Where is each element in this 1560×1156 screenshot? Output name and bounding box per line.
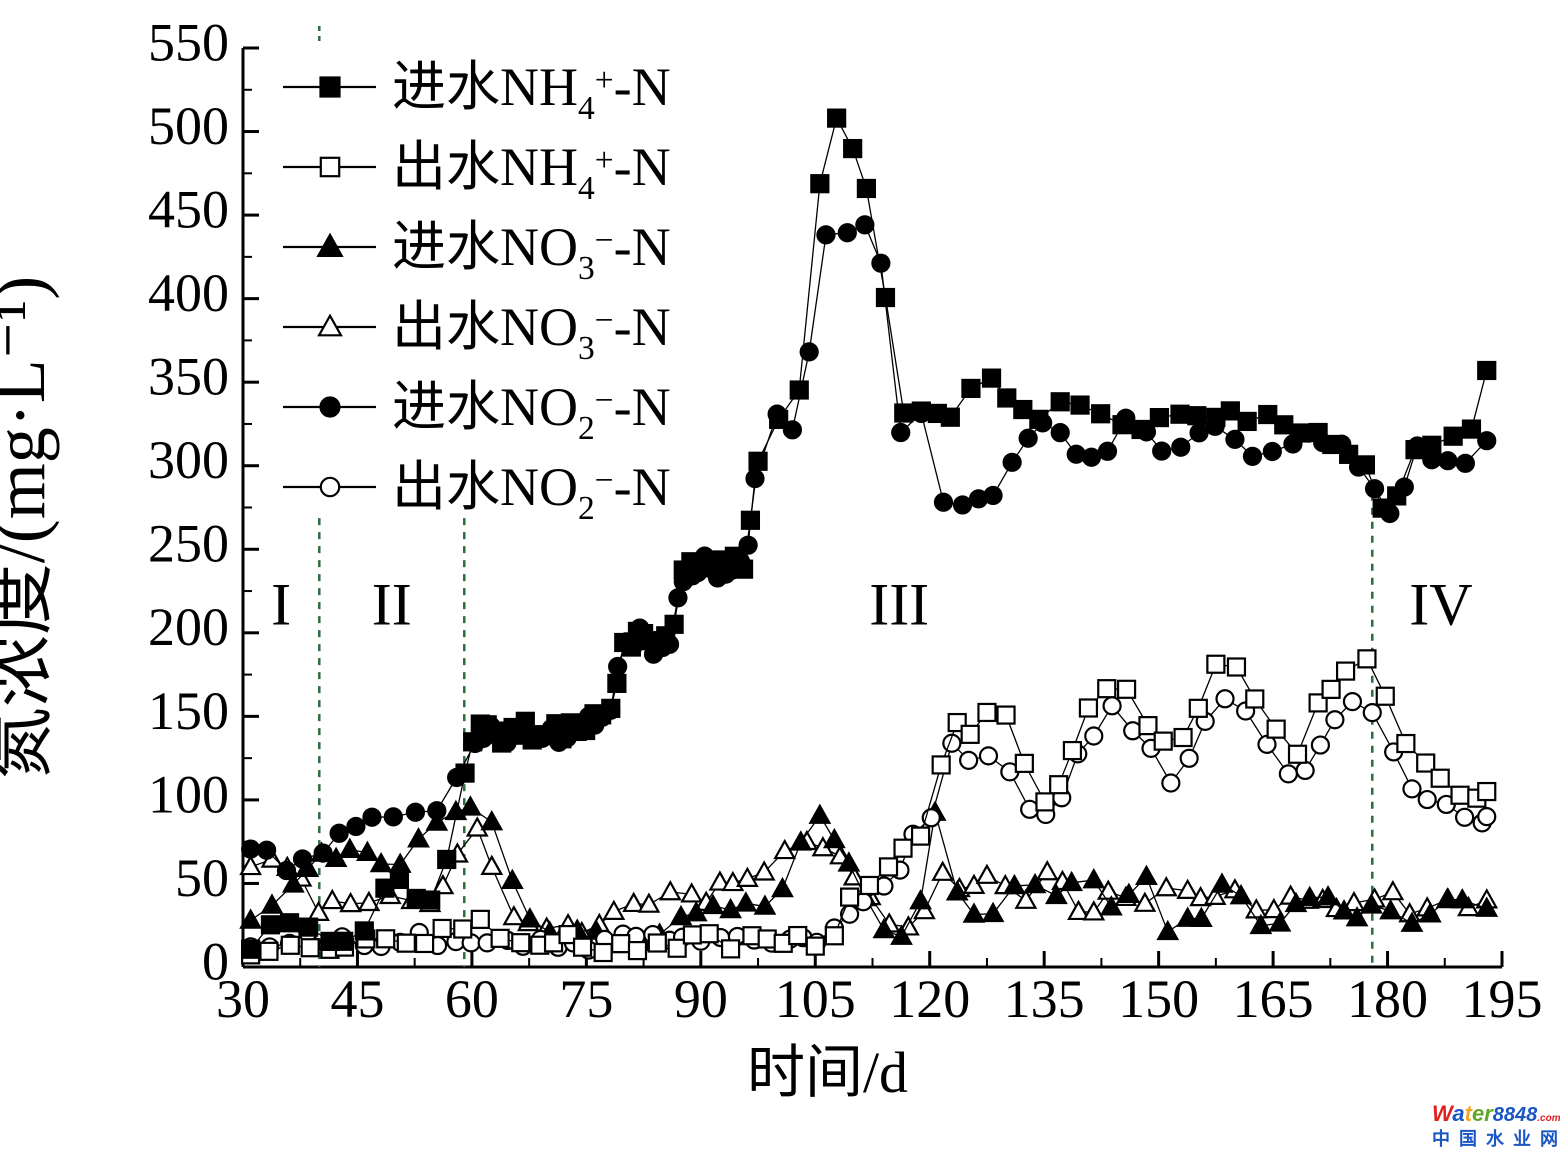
svg-text:时间/d: 时间/d: [747, 1040, 908, 1105]
svg-text:I: I: [271, 571, 291, 637]
svg-text:进水NO2−-N: 进水NO2−-N: [392, 377, 671, 447]
svg-text:氮浓度/(mg·L⁻¹): 氮浓度/(mg·L⁻¹): [0, 276, 60, 780]
svg-text:105: 105: [775, 969, 856, 1029]
svg-text:150: 150: [148, 681, 229, 741]
svg-text:200: 200: [148, 597, 229, 657]
svg-text:120: 120: [889, 969, 970, 1029]
svg-text:60: 60: [445, 969, 499, 1029]
svg-text:500: 500: [148, 96, 229, 156]
svg-text:195: 195: [1462, 969, 1543, 1029]
svg-text:II: II: [372, 571, 412, 637]
svg-text:出水NO3−-N: 出水NO3−-N: [392, 297, 671, 367]
svg-text:中 国 水 业 网: 中 国 水 业 网: [1432, 1128, 1560, 1149]
svg-text:400: 400: [148, 263, 229, 323]
svg-text:250: 250: [148, 514, 229, 574]
svg-text:进水NH4+-N: 进水NH4+-N: [392, 57, 671, 127]
svg-text:450: 450: [148, 179, 229, 239]
svg-text:45: 45: [330, 969, 384, 1029]
svg-text:30: 30: [216, 969, 270, 1029]
svg-text:165: 165: [1233, 969, 1314, 1029]
svg-text:IV: IV: [1409, 571, 1472, 637]
svg-text:150: 150: [1118, 969, 1199, 1029]
svg-text:出水NH4+-N: 出水NH4+-N: [392, 137, 671, 207]
svg-text:进水NO3−-N: 进水NO3−-N: [392, 217, 671, 287]
svg-text:90: 90: [674, 969, 728, 1029]
svg-text:180: 180: [1347, 969, 1428, 1029]
svg-text:50: 50: [175, 848, 229, 908]
svg-text:出水NO2−-N: 出水NO2−-N: [392, 457, 671, 527]
svg-text:III: III: [869, 571, 929, 637]
svg-text:350: 350: [148, 347, 229, 407]
svg-text:550: 550: [148, 12, 229, 72]
svg-text:75: 75: [559, 969, 613, 1029]
svg-text:300: 300: [148, 430, 229, 490]
svg-text:100: 100: [148, 764, 229, 824]
svg-text:135: 135: [1004, 969, 1085, 1029]
svg-text:Water8848.com: Water8848.com: [1432, 1101, 1560, 1126]
